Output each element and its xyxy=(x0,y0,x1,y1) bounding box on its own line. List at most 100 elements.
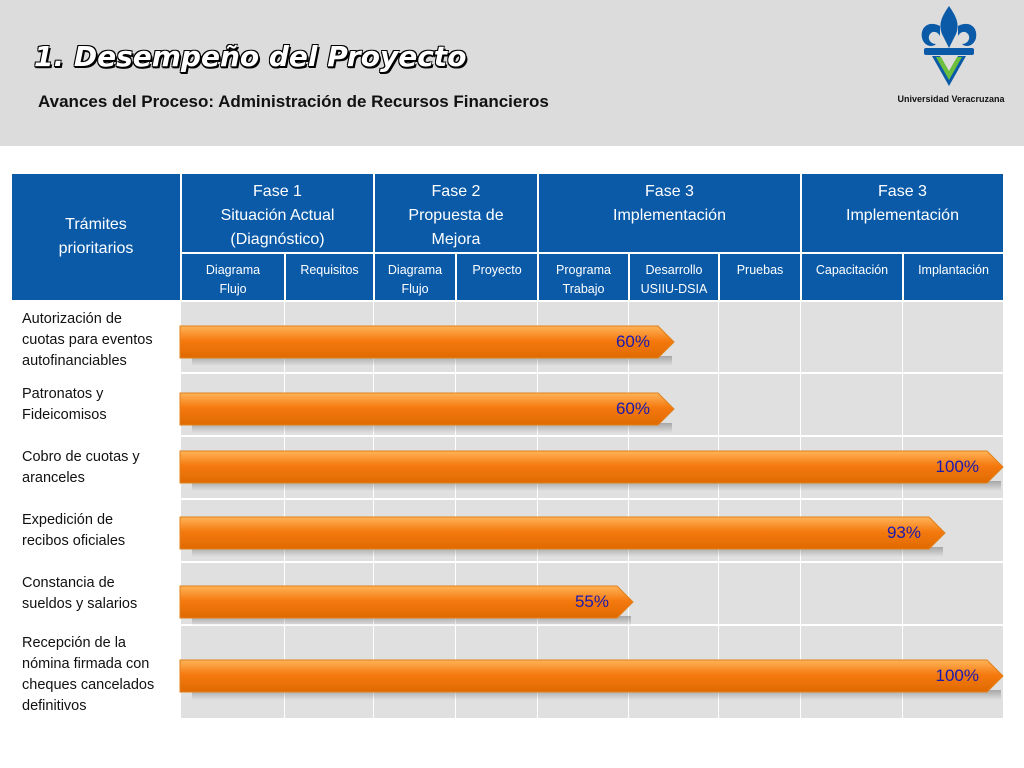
cell-text-line: Implementación xyxy=(846,207,959,224)
cell-text-line: Constancia de xyxy=(22,574,115,591)
cell-text-line: Propuesta de xyxy=(408,207,504,224)
corner-header-label: Trámites prioritarios xyxy=(58,216,134,257)
cell-text-line: definitivos xyxy=(22,698,87,714)
progress-percent-label: 60% xyxy=(615,332,650,351)
progress-bar: 55% xyxy=(179,585,634,626)
cell-text-line: Situación Actual xyxy=(220,207,335,224)
cell-text-line: Requisitos xyxy=(300,263,359,277)
progress-bar: 100% xyxy=(179,450,1004,491)
sub-header: Proyecto xyxy=(457,254,537,300)
cell-text-line: Patronatos y xyxy=(22,385,104,402)
cell-text-line: Implementación xyxy=(613,207,726,224)
sub-header: Desarrollo USIIU-DSIA xyxy=(630,254,718,300)
cell-text-line: Fideicomisos xyxy=(22,406,107,423)
cell-text-line: Expedición de xyxy=(22,511,114,528)
progress-bar-arrow xyxy=(179,392,675,433)
progress-bar-arrow xyxy=(179,659,1004,700)
cell-text-line: recibos oficiales xyxy=(22,532,126,549)
progress-bar-shadow xyxy=(192,690,1001,700)
cell-text-line: Capacitación xyxy=(815,263,889,277)
cell-text-line: Fase 2 xyxy=(431,183,481,200)
progress-bar-fill xyxy=(179,392,675,426)
progress-percent-label: 60% xyxy=(615,399,650,418)
sub-header: Diagrama Flujo xyxy=(182,254,284,300)
grid-cell xyxy=(903,302,1003,372)
phase-header: Fase 3 Implementación xyxy=(539,174,800,252)
progress-bar-shadow xyxy=(192,616,631,626)
progress-percent-label: 100% xyxy=(935,457,979,476)
cell-text-line: Mejora xyxy=(431,231,481,248)
cell-text-line: Fase 3 xyxy=(645,183,694,200)
cell-text-line: nómina firmada con xyxy=(22,656,150,672)
page-title: 1. Desempeño del Proyecto xyxy=(34,40,467,73)
row-label: Recepción de la nómina firmada con cheques… xyxy=(12,626,180,718)
progress-bar-arrow xyxy=(179,325,675,366)
grid-cell xyxy=(903,563,1003,624)
cell-text-line: (Diagnóstico) xyxy=(230,231,325,248)
progress-bar-arrow xyxy=(179,585,634,626)
sub-header: Requisitos xyxy=(286,254,373,300)
row-label: Expedición de recibos oficiales xyxy=(12,500,180,561)
cell-text-line: Diagrama xyxy=(387,263,443,277)
cell-text-line: Flujo xyxy=(219,282,247,296)
cell-text-line: autofinanciables xyxy=(22,353,127,369)
sub-header: Implantación xyxy=(904,254,1003,300)
phase-header: Fase 1 Situación Actual (Diagnóstico) xyxy=(182,174,373,252)
cell-text-line: Fase 1 xyxy=(253,183,302,200)
row-label: Cobro de cuotas y aranceles xyxy=(12,437,180,498)
phase-header: Fase 2 Propuesta de Mejora xyxy=(375,174,537,252)
progress-bar: 60% xyxy=(179,392,675,433)
progress-bar-shadow xyxy=(192,481,1001,491)
cell-text-line: cheques cancelados xyxy=(22,677,155,693)
progress-bar-shadow xyxy=(192,356,672,366)
progress-bar-arrow xyxy=(179,516,946,557)
row-label: Autorización de cuotas para eventos autofi… xyxy=(12,302,180,372)
cell-text-line: sueldos y salarios xyxy=(22,595,138,612)
sub-header: Programa Trabajo xyxy=(539,254,628,300)
grid-cell xyxy=(801,374,902,435)
progress-bar-shadow xyxy=(192,423,672,433)
cell-text-line: aranceles xyxy=(22,469,85,486)
grid-cell xyxy=(629,563,718,624)
progress-bar-arrow xyxy=(179,450,1004,491)
progress-bar: 60% xyxy=(179,325,675,366)
cell-text-line: Flujo xyxy=(401,282,429,296)
cell-text-line: Cobro de cuotas y xyxy=(22,448,140,465)
cell-text-line: Programa xyxy=(556,263,611,277)
page-subtitle: Avances del Proceso: Administración de R… xyxy=(38,92,549,111)
progress-bar-fill xyxy=(179,585,634,619)
grid-cell xyxy=(719,302,800,372)
cell-text-line: Autorización de xyxy=(22,311,122,327)
phase-header: Fase 3 Implementación xyxy=(802,174,1003,252)
cell-text-line: USIIU-DSIA xyxy=(640,282,708,296)
logo-text: Universidad Veracruzana xyxy=(897,94,1005,104)
header-band: 1. Desempeño del Proyecto Avances del Pr… xyxy=(0,0,1024,146)
sub-header: Diagrama Flujo xyxy=(375,254,455,300)
sub-header: Pruebas xyxy=(720,254,800,300)
progress-bar-fill xyxy=(179,659,1004,693)
progress-percent-label: 100% xyxy=(935,666,979,685)
grid-cell xyxy=(719,563,800,624)
sub-header: Capacitación xyxy=(802,254,902,300)
fleur-de-lis-v-logo-icon xyxy=(921,6,977,86)
progress-percent-label: 93% xyxy=(886,523,921,542)
cell-text-line: Trabajo xyxy=(562,282,605,296)
progress-bar-shadow xyxy=(192,547,943,557)
grid-cell xyxy=(719,374,800,435)
cell-text-line: cuotas para eventos xyxy=(22,332,153,348)
cell-text-line: Diagrama xyxy=(205,263,261,277)
cell-text-line: Proyecto xyxy=(472,263,522,277)
cell-text-line: Implantación xyxy=(918,263,989,277)
progress-bar-fill xyxy=(179,450,1004,484)
cell-text-line: Pruebas xyxy=(736,263,784,277)
row-label: Patronatos y Fideicomisos xyxy=(12,374,180,435)
grid-cell xyxy=(801,563,902,624)
grid-cell xyxy=(801,302,902,372)
cell-text-line: Desarrollo xyxy=(645,263,703,277)
progress-bar: 100% xyxy=(179,659,1004,700)
progress-bar-fill xyxy=(179,516,946,550)
progress-bar-fill xyxy=(179,325,675,359)
cell-text-line: Fase 3 xyxy=(878,183,927,200)
grid-cell xyxy=(903,374,1003,435)
progress-percent-label: 55% xyxy=(574,592,609,611)
